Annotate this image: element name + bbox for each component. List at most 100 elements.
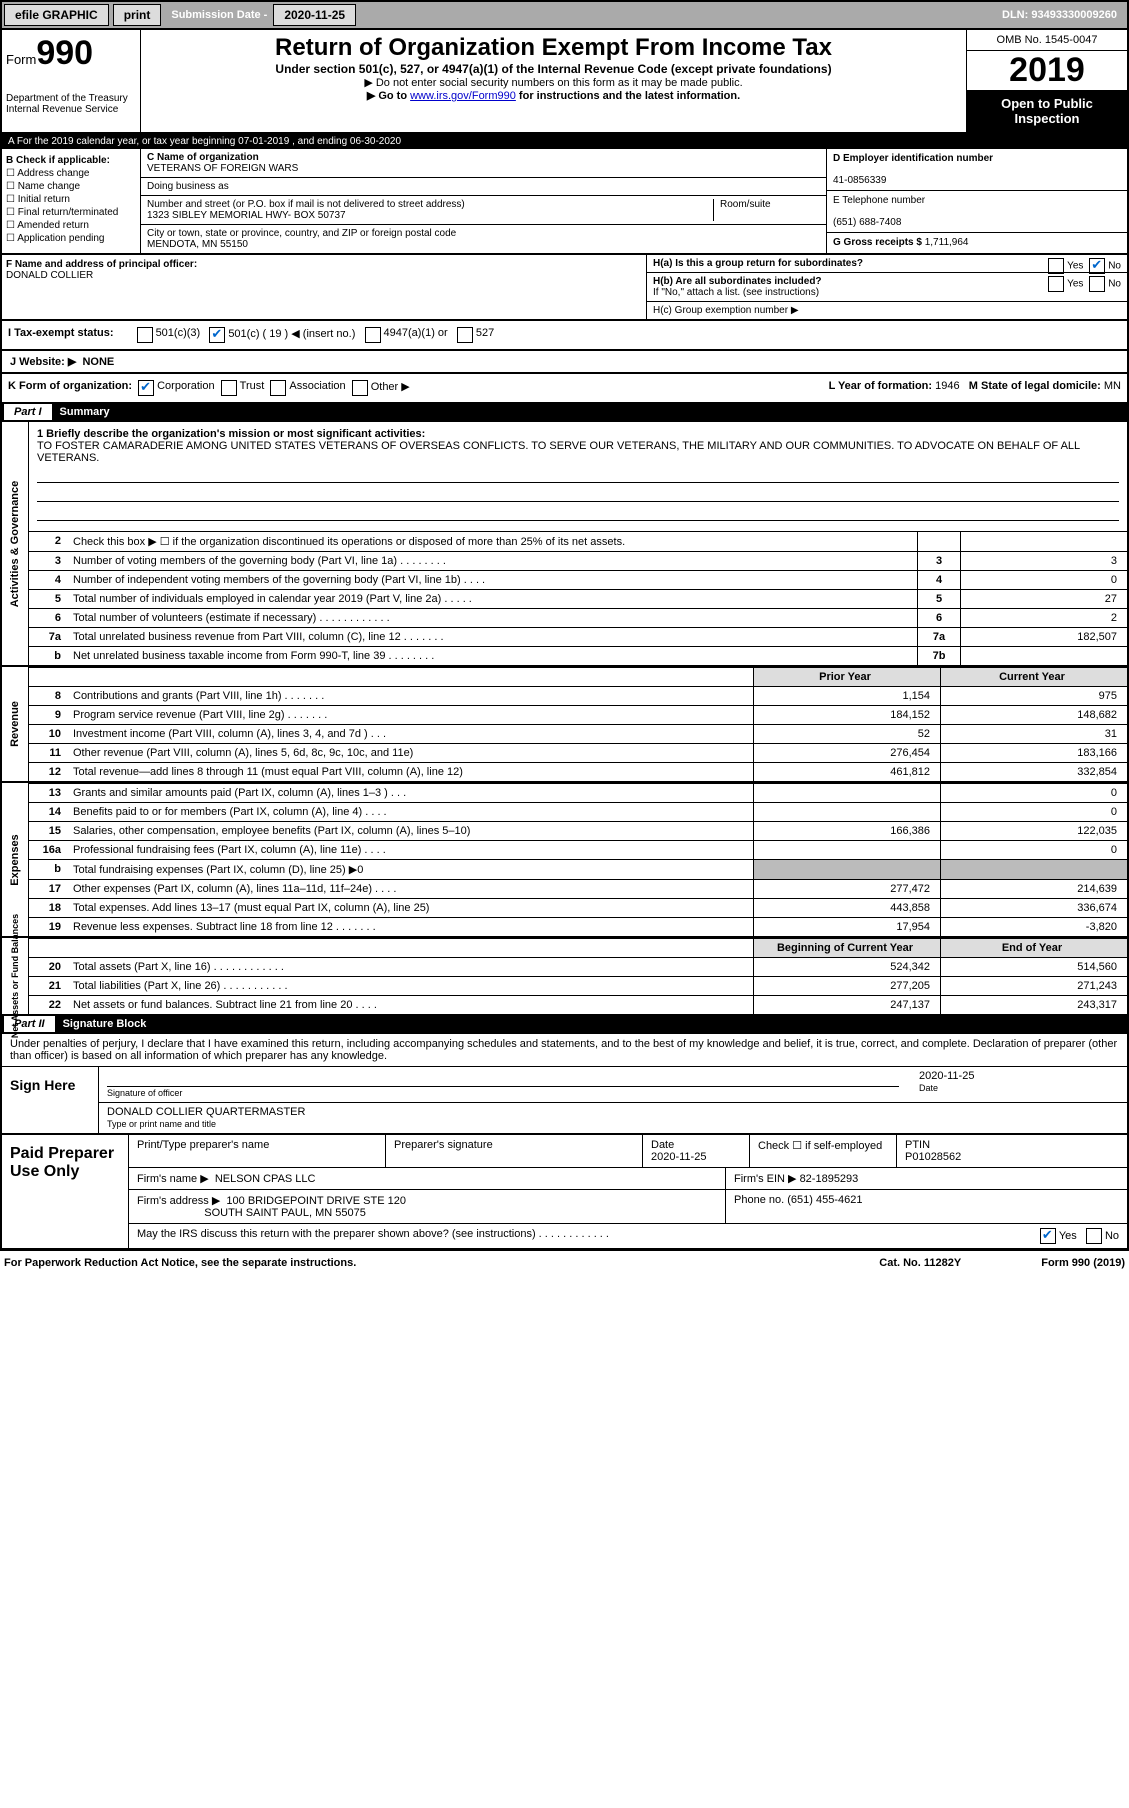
table-row: 14Benefits paid to or for members (Part … [29,803,1127,822]
mission-text: TO FOSTER CAMARADERIE AMONG UNITED STATE… [37,440,1080,464]
ha-no-checkbox[interactable] [1089,258,1105,274]
net-assets-section: Net Assets or Fund Balances Beginning of… [0,938,1129,1016]
website-row: J Website: ▶ NONE [0,351,1129,374]
check-initial-return[interactable]: ☐ Initial return [6,194,136,205]
org-name-row: C Name of organization VETERANS OF FOREI… [141,149,826,178]
top-bar: efile GRAPHIC print Submission Date - 20… [0,0,1129,30]
b-header: B Check if applicable: [6,155,136,166]
form-number: Form990 [6,34,136,73]
footer: For Paperwork Reduction Act Notice, see … [0,1250,1129,1275]
org-address: 1323 SIBLEY MEMORIAL HWY- BOX 50737 [147,210,346,221]
subdate-value: 2020-11-25 [273,4,356,26]
form-ref: Form 990 (2019) [1041,1257,1125,1269]
h-b: H(b) Are all subordinates included? Yes … [647,273,1127,302]
table-row: 3Number of voting members of the governi… [29,552,1127,571]
ein-value: 41-0856339 [833,175,886,186]
org-city: MENDOTA, MN 55150 [147,239,248,250]
prep-row-2: Firm's name ▶ NELSON CPAS LLC Firm's EIN… [129,1168,1127,1190]
gross-receipts-value: 1,711,964 [925,237,969,248]
sig-date: 2020-11-25 [919,1070,974,1082]
check-application-pending[interactable]: ☐ Application pending [6,233,136,244]
cat-no: Cat. No. 11282Y [879,1257,961,1269]
section-a: A For the 2019 calendar year, or tax yea… [0,134,1129,149]
table-row: 21Total liabilities (Part X, line 26) . … [29,977,1127,996]
k-row: K Form of organization: Corporation Trus… [0,374,1129,404]
table-row: 11Other revenue (Part VIII, column (A), … [29,744,1127,763]
527-checkbox[interactable] [457,327,473,343]
table-row: 12Total revenue—add lines 8 through 11 (… [29,763,1127,782]
omb-number: OMB No. 1545-0047 [967,30,1127,51]
subdate-label: Submission Date - [171,9,267,21]
check-address-change[interactable]: ☐ Address change [6,168,136,179]
discuss-yes-checkbox[interactable] [1040,1228,1056,1244]
brief-question: 1 Briefly describe the organization's mi… [37,428,425,440]
website-value: NONE [82,356,114,368]
table-row: 4Number of independent voting members of… [29,571,1127,590]
501c-checkbox[interactable] [209,327,225,343]
preparer-block: Paid Preparer Use Only Print/Type prepar… [0,1135,1129,1250]
part-1-bar: Part ISummary [0,404,1129,422]
netassets-table: Beginning of Current YearEnd of Year20To… [29,938,1127,1014]
table-row: 22Net assets or fund balances. Subtract … [29,996,1127,1015]
dln: DLN: 93493330009260 [1002,9,1125,21]
vlabel-revenue: Revenue [9,701,21,747]
officer-label: F Name and address of principal officer: [6,259,197,270]
firm-name: NELSON CPAS LLC [215,1173,316,1185]
open-to-public: Open to Public Inspection [967,90,1127,132]
preparer-label: Paid Preparer Use Only [2,1135,128,1248]
governance-table: 2Check this box ▶ ☐ if the organization … [29,531,1127,665]
vlabel-activities: Activities & Governance [9,480,21,607]
phone-row: E Telephone number(651) 688-7408 [827,191,1127,233]
year-formation: 1946 [935,380,959,392]
print-button[interactable]: print [113,4,162,26]
hb-yes-checkbox[interactable] [1048,276,1064,292]
prep-row-1: Print/Type preparer's name Preparer's si… [129,1135,1127,1168]
check-amended[interactable]: ☐ Amended return [6,220,136,231]
check-final-return[interactable]: ☐ Final return/terminated [6,207,136,218]
4947-checkbox[interactable] [365,327,381,343]
table-row: 8Contributions and grants (Part VIII, li… [29,687,1127,706]
signature-block: Under penalties of perjury, I declare th… [0,1034,1129,1135]
expenses-section: Expenses 13Grants and similar amounts pa… [0,783,1129,938]
ein-row: D Employer identification number41-08563… [827,149,1127,191]
h-a: H(a) Is this a group return for subordin… [647,255,1127,273]
firm-address: 100 BRIDGEPOINT DRIVE STE 120 [226,1195,406,1207]
corp-checkbox[interactable] [138,380,154,396]
officer-name: DONALD COLLIER [6,270,93,281]
trust-checkbox[interactable] [221,380,237,396]
prep-may-discuss: May the IRS discuss this return with the… [129,1224,1127,1248]
form-header: Form990 Department of the Treasury Inter… [0,30,1129,134]
org-name: VETERANS OF FOREIGN WARS [147,163,298,174]
room-suite: Room/suite [713,199,820,221]
assoc-checkbox[interactable] [270,380,286,396]
table-row: 20Total assets (Part X, line 16) . . . .… [29,958,1127,977]
table-row: 13Grants and similar amounts paid (Part … [29,784,1127,803]
firm-phone: (651) 455-4621 [787,1194,862,1206]
other-checkbox[interactable] [352,380,368,396]
expenses-table: 13Grants and similar amounts paid (Part … [29,783,1127,936]
ptin-value: P01028562 [905,1151,961,1163]
table-row: bTotal fundraising expenses (Part IX, co… [29,860,1127,880]
form-subtitle: Under section 501(c), 527, or 4947(a)(1)… [145,62,962,76]
discuss-no-checkbox[interactable] [1086,1228,1102,1244]
501c3-checkbox[interactable] [137,327,153,343]
addr-row: Number and street (or P.O. box if mail i… [141,196,826,225]
ha-yes-checkbox[interactable] [1048,258,1064,274]
irs-link[interactable]: www.irs.gov/Form990 [410,90,516,102]
check-name-change[interactable]: ☐ Name change [6,181,136,192]
state-domicile: MN [1104,380,1121,392]
hb-no-checkbox[interactable] [1089,276,1105,292]
table-row: 2Check this box ▶ ☐ if the organization … [29,532,1127,552]
tax-exempt-row: I Tax-exempt status: 501(c)(3) 501(c) ( … [0,321,1129,351]
table-row: 7aTotal unrelated business revenue from … [29,628,1127,647]
efile-button[interactable]: efile GRAPHIC [4,4,109,26]
dept-label: Department of the Treasury [6,93,136,104]
table-row: 5Total number of individuals employed in… [29,590,1127,609]
table-row: 10Investment income (Part VIII, column (… [29,725,1127,744]
firm-ein: 82-1895293 [800,1173,859,1185]
officer-block: F Name and address of principal officer:… [0,255,1129,321]
dba-row: Doing business as [141,178,826,196]
tax-year: 2019 [967,51,1127,90]
phone-value: (651) 688-7408 [833,217,901,228]
revenue-section: Revenue Prior YearCurrent Year8Contribut… [0,667,1129,783]
